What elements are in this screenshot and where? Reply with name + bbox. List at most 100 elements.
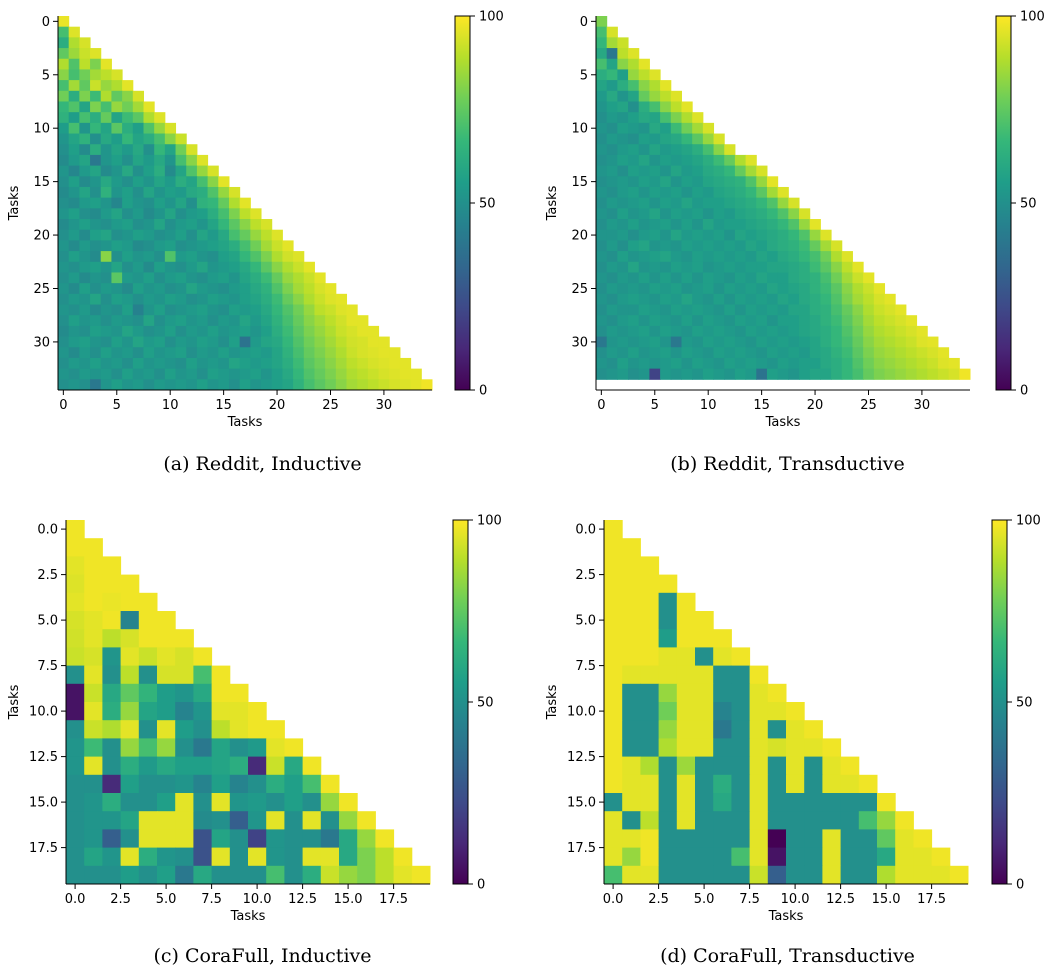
heatmap-cell	[692, 176, 704, 188]
heatmap-cell	[335, 325, 348, 338]
heatmap-cell	[820, 293, 832, 306]
heatmap-cell	[378, 368, 390, 380]
heatmap-cell	[58, 122, 70, 135]
heatmap-cell	[649, 240, 661, 252]
heatmap-cell	[84, 774, 103, 794]
heatmap-cell	[799, 325, 811, 338]
heatmap-cell	[617, 90, 629, 102]
heatmap-cell	[302, 756, 322, 776]
heatmap-cell	[873, 293, 886, 306]
heatmap-cell	[786, 865, 805, 885]
heatmap-cell	[617, 336, 629, 348]
heatmap-cell	[606, 368, 618, 380]
heatmap-cell	[788, 272, 800, 284]
heatmap-cell	[239, 283, 251, 295]
heatmap-cell	[378, 357, 390, 370]
heatmap-cell	[84, 574, 103, 594]
heatmap-cell	[79, 315, 91, 327]
heatmap-cell	[766, 197, 779, 209]
heatmap-cell	[143, 272, 155, 284]
heatmap-cell	[749, 774, 769, 794]
heatmap-cell	[100, 336, 112, 348]
heatmap-cell	[122, 197, 134, 209]
heatmap-cell	[604, 592, 623, 612]
heatmap-cell	[749, 756, 769, 776]
heatmap-cell	[66, 865, 85, 885]
heatmap-cell	[138, 592, 158, 612]
heatmap-cell	[628, 69, 640, 81]
heatmap-cell	[617, 186, 629, 199]
heatmap-cell	[676, 702, 696, 721]
x-tick-label: 10.0	[781, 892, 810, 907]
heatmap-cell	[596, 133, 608, 145]
heatmap-cell	[250, 261, 262, 273]
heatmap-cell	[229, 756, 249, 776]
colorbar-tick-label: 100	[1020, 10, 1045, 25]
heatmap-cell	[218, 208, 230, 220]
heatmap-cell	[676, 647, 696, 667]
heatmap-cell	[282, 357, 294, 370]
heatmap-cell	[228, 357, 241, 370]
heatmap-cell	[211, 683, 231, 703]
heatmap-cell	[713, 665, 732, 685]
heatmap-cell	[628, 219, 640, 231]
heatmap-cell	[58, 186, 70, 199]
heatmap-cell	[809, 304, 821, 316]
heatmap-cell	[100, 144, 112, 156]
heatmap-cell	[724, 219, 736, 231]
heatmap-cell	[724, 304, 736, 316]
heatmap-cell	[731, 865, 751, 885]
heatmap-cell	[756, 219, 768, 231]
heatmap-cell	[239, 368, 251, 380]
heatmap-cell	[734, 219, 747, 231]
heatmap-cell	[695, 647, 714, 667]
heatmap-cell	[120, 647, 140, 667]
heatmap-cell	[207, 304, 219, 316]
heatmap-cell	[767, 829, 787, 849]
heatmap-cell	[649, 272, 661, 284]
heatmap-cell	[628, 357, 640, 370]
heatmap-cell	[111, 219, 123, 231]
heatmap-cell	[804, 738, 823, 758]
heatmap-cell	[100, 368, 112, 380]
heatmap-cell	[649, 304, 661, 316]
heatmap-cell	[302, 829, 322, 849]
heatmap-cell	[186, 304, 198, 316]
heatmap-cell	[734, 347, 747, 359]
heatmap-cell	[713, 293, 725, 306]
heatmap-cell	[749, 665, 769, 685]
heatmap-cell	[713, 133, 725, 145]
heatmap-cell	[239, 325, 251, 338]
heatmap-cell	[628, 325, 640, 338]
heatmap-cell	[702, 219, 715, 231]
heatmap-cell	[724, 176, 736, 188]
heatmap-cell	[638, 251, 650, 263]
heatmap-cell	[895, 811, 914, 830]
heatmap-cell	[649, 261, 661, 273]
y-tick-label: 0.0	[37, 523, 58, 538]
heatmap-cell	[271, 283, 283, 295]
heatmap-cell	[809, 240, 821, 252]
heatmap-cell	[102, 793, 122, 812]
heatmap-cell	[175, 665, 194, 685]
heatmap-cell	[702, 347, 715, 359]
heatmap-cell	[734, 197, 747, 209]
heatmap-cell	[266, 847, 285, 867]
heatmap-cell	[271, 379, 283, 391]
heatmap-cell	[622, 629, 641, 648]
heatmap-cell	[617, 325, 629, 338]
heatmap-cell	[229, 738, 249, 758]
heatmap-cell	[102, 865, 122, 885]
heatmap-cell	[58, 251, 70, 263]
heatmap-cell	[745, 261, 757, 273]
heatmap-cell	[713, 847, 732, 867]
heatmap-cell	[90, 368, 102, 380]
heatmap-cell	[596, 357, 608, 370]
heatmap-cell	[841, 368, 853, 380]
heatmap-cell	[132, 336, 144, 348]
heatmap-cell	[724, 272, 736, 284]
heatmap-cell	[68, 283, 80, 295]
heatmap-cell	[884, 336, 896, 348]
heatmap-cell	[638, 186, 650, 199]
